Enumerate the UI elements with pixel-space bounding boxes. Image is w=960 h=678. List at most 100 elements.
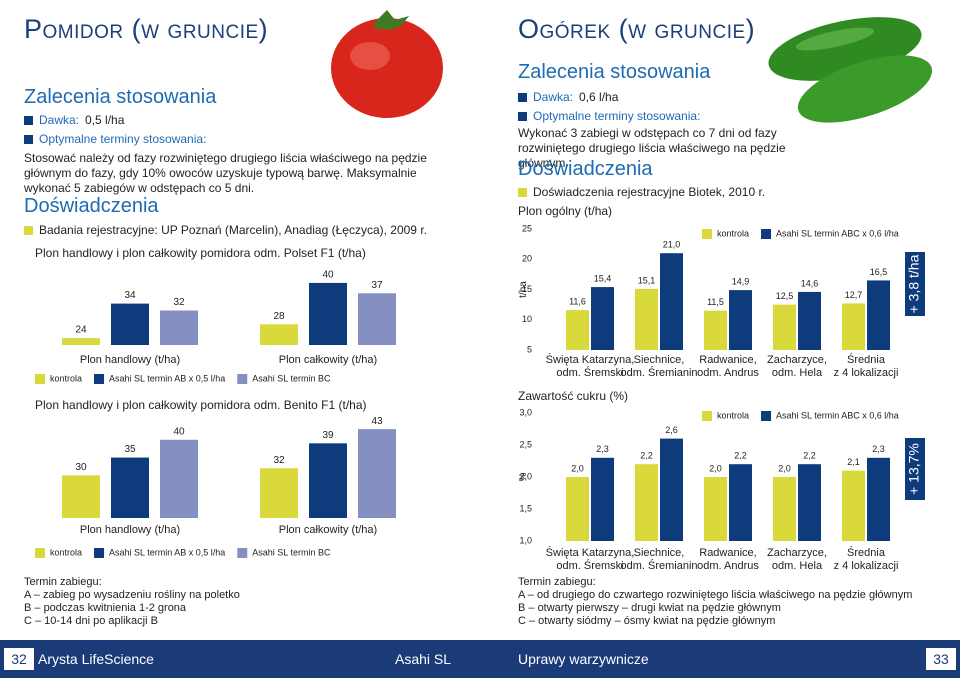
x-tick-label: Święta Katarzyna, odm. Śremski bbox=[546, 353, 635, 379]
legend-swatch bbox=[761, 229, 772, 239]
value-label: 21,0 bbox=[663, 240, 681, 250]
value-label: 2,0 bbox=[778, 463, 791, 473]
note-line: C – otwarty siódmy – ósmy kwiat na pędzi… bbox=[518, 615, 776, 627]
bar bbox=[729, 290, 752, 350]
annotation: + 13,7% bbox=[906, 443, 922, 495]
notes: Termin zabiegu: A – zabieg po wysadzeniu … bbox=[24, 576, 240, 628]
note-line: A – zabieg po wysadzeniu rośliny na pole… bbox=[24, 589, 240, 601]
chart-title: Plon handlowy i plon całkowity pomidora … bbox=[35, 246, 366, 260]
value-label: 14,9 bbox=[732, 276, 750, 286]
annotation-badge bbox=[905, 252, 925, 316]
bar bbox=[358, 293, 396, 345]
x-tick-label: Siechnice, odm. Śremianin bbox=[620, 354, 697, 379]
x-tick-label: Zacharzyce, odm. Hela bbox=[767, 547, 827, 572]
bar bbox=[160, 310, 198, 345]
y-axis-label: % bbox=[518, 472, 529, 481]
note-line: A – od drugiego do czwartego rozwinięteg… bbox=[518, 589, 913, 601]
legend-swatch bbox=[702, 411, 712, 421]
chart-title: Zawartość cukru (%) bbox=[518, 390, 628, 403]
bar bbox=[160, 439, 198, 518]
y-tick-label: 5 bbox=[527, 344, 532, 354]
value-label: 14,6 bbox=[801, 278, 819, 288]
chart: Plon handlowy i plon całkowity pomidora … bbox=[35, 398, 396, 558]
bar bbox=[309, 282, 347, 345]
legend-swatch bbox=[35, 548, 45, 558]
page-number: 32 bbox=[4, 648, 34, 670]
bar bbox=[773, 304, 796, 350]
bar bbox=[635, 288, 658, 350]
bar bbox=[660, 253, 683, 350]
section-heading: Zalecenia stosowania bbox=[518, 61, 711, 83]
note-line: C – 10-14 dni po aplikacji B bbox=[24, 615, 158, 627]
value-label: 35 bbox=[124, 444, 136, 455]
dose-label: Dawka: bbox=[533, 90, 574, 104]
note-line: B – podczas kwitnienia 1-2 grona bbox=[24, 602, 187, 614]
legend-swatch bbox=[761, 411, 772, 421]
y-tick-label: 1,0 bbox=[519, 535, 532, 545]
legend-swatch bbox=[237, 548, 248, 558]
y-tick-label: 1,5 bbox=[519, 503, 532, 513]
footer-text: Uprawy warzywnicze bbox=[518, 651, 649, 667]
legend-swatch bbox=[94, 374, 105, 384]
legend-swatch bbox=[702, 229, 712, 239]
legend-label: Asahi SL termin BC bbox=[252, 373, 331, 383]
value-label: 39 bbox=[322, 430, 334, 441]
value-label: 2,3 bbox=[872, 444, 885, 454]
bar bbox=[62, 338, 100, 345]
section-heading: Doświadczenia bbox=[24, 195, 159, 217]
value-label: 15,1 bbox=[638, 275, 656, 285]
cucumber-image bbox=[768, 17, 933, 123]
section-heading: Doświadczenia bbox=[518, 158, 653, 180]
value-label: 2,0 bbox=[709, 463, 722, 473]
chart-title: Plon ogólny (t/ha) bbox=[518, 204, 612, 218]
bar bbox=[635, 464, 658, 541]
y-tick-label: 25 bbox=[522, 223, 532, 233]
x-tick-label: Radwanice, odm. Andrus bbox=[697, 354, 759, 379]
legend-label: Asahi SL termin ABC x 0,6 l/ha bbox=[776, 228, 899, 238]
value-label: 2,3 bbox=[596, 444, 609, 454]
chart: Zawartość cukru (%)% 1,0 1,5 2,0 2,5 3,0 Święt… bbox=[518, 390, 925, 572]
dose-line: Dawka: 0,5 l/ha bbox=[24, 113, 124, 127]
legend-label: Asahi SL termin AB x 0,5 l/ha bbox=[109, 547, 225, 557]
experiments-line: Badania rejestracyjne: UP Poznań (Marcel… bbox=[24, 223, 427, 237]
value-label: 2,1 bbox=[847, 457, 860, 467]
value-label: 11,5 bbox=[707, 297, 724, 307]
legend-label: Asahi SL termin AB x 0,5 l/ha bbox=[109, 373, 225, 383]
note-line: Termin zabiegu: bbox=[518, 576, 596, 588]
value-label: 37 bbox=[371, 280, 383, 291]
bar bbox=[591, 287, 614, 350]
bar bbox=[358, 429, 396, 518]
value-label: 34 bbox=[124, 290, 136, 301]
timing-line: Optymalne terminy stosowania: bbox=[24, 132, 206, 146]
y-tick-label: 15 bbox=[522, 284, 532, 294]
bar bbox=[660, 438, 683, 541]
legend-label: Asahi SL termin ABC x 0,6 l/ha bbox=[776, 410, 899, 420]
value-label: 40 bbox=[322, 270, 334, 281]
value-label: 40 bbox=[173, 426, 185, 437]
footer-text: Arysta LifeScience bbox=[38, 651, 154, 667]
note-line: B – otwarty pierwszy – drugi kwiat na pę… bbox=[518, 602, 781, 614]
legend-label: kontrola bbox=[50, 547, 82, 557]
timing-line: Optymalne terminy stosowania: bbox=[518, 109, 700, 123]
experiments-line: Doświadczenia rejestracyjne Biotek, 2010… bbox=[518, 185, 765, 199]
x-tick-label: Plon całkowity (t/ha) bbox=[279, 354, 377, 366]
page-title: Ogórek (w gruncie) bbox=[518, 14, 756, 44]
x-tick-label: Plon handlowy (t/ha) bbox=[80, 524, 180, 536]
footer-text: Asahi SL bbox=[395, 651, 452, 667]
bar bbox=[62, 475, 100, 518]
bar bbox=[566, 477, 589, 541]
value-label: 12,7 bbox=[845, 290, 863, 300]
bar bbox=[729, 464, 752, 541]
value-label: 32 bbox=[273, 455, 285, 466]
x-tick-label: Plon handlowy (t/ha) bbox=[80, 354, 180, 366]
dose-line: Dawka: 0,6 l/ha bbox=[518, 90, 618, 104]
y-tick-label: 10 bbox=[522, 314, 532, 324]
y-tick-label: 2,5 bbox=[519, 439, 532, 449]
experiments-note: Doświadczenia rejestracyjne Biotek, 2010… bbox=[533, 185, 766, 199]
value-label: 16,5 bbox=[870, 267, 888, 277]
value-label: 24 bbox=[75, 325, 87, 336]
bar bbox=[842, 303, 865, 350]
y-tick-label: 20 bbox=[522, 254, 532, 264]
bar bbox=[773, 477, 796, 541]
